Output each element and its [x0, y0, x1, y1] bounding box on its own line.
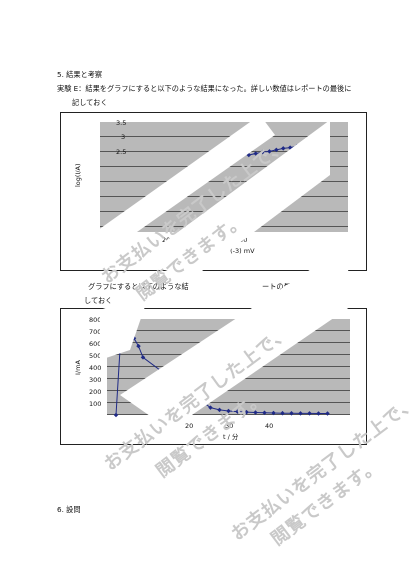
section-6-heading: 6. 設問 [57, 505, 81, 514]
chart-2-x-tick: 30 [225, 422, 234, 430]
data-point [316, 411, 321, 416]
data-point [235, 409, 240, 414]
chart-2-y-tick: 500 [89, 352, 102, 360]
data-point [136, 343, 141, 349]
chart-2-x-axis-label: t / 分 [223, 433, 239, 441]
section-5-heading: 5. 結果と考察 [57, 70, 103, 79]
data-point [289, 411, 294, 416]
data-point [271, 410, 276, 416]
fragment-line-1a: グラフにすると以下のような結 [88, 282, 189, 291]
data-point [226, 408, 231, 414]
chart-2-y-tick: 200 [89, 388, 102, 396]
data-point [280, 146, 286, 151]
data-point [140, 355, 146, 360]
data-point [244, 409, 249, 415]
chart-1-y-tick: 2.5 [116, 148, 127, 156]
chart-2-y-tick: 100 [89, 400, 102, 408]
chart-1-x-axis-label: E / 10^(-3) mV [206, 247, 255, 255]
data-point [280, 410, 285, 416]
data-point [217, 407, 222, 413]
data-point [267, 149, 272, 154]
chart-2-x-tick: 20 [185, 422, 194, 430]
data-point [298, 411, 303, 416]
data-point [253, 410, 258, 415]
chart-2-y-tick: 300 [89, 376, 102, 384]
data-point [307, 411, 312, 416]
data-point [208, 405, 213, 410]
chart-2-y-tick: 700 [89, 328, 102, 336]
data-point [262, 410, 267, 416]
fragment-line-2: しておく [84, 296, 113, 305]
chart-2-y-tick: 600 [89, 340, 102, 348]
chart-2-y-tick: 800 [89, 316, 102, 324]
fragment-line-1b: ートの最後に [262, 282, 306, 291]
chart-2-y-tick: 400 [89, 364, 102, 372]
chart-1-y-tick: 3 [121, 133, 126, 141]
data-point [325, 411, 330, 416]
paragraph-line-1: 実験 E：結果をグラフにすると以下のような結果になった。詳しい数値はレポートの最… [57, 84, 352, 93]
chart-1-y-tick: 3.5 [116, 119, 127, 127]
chart-2-x-tick: 40 [265, 422, 274, 430]
paragraph-line-2: 記しておく [72, 98, 108, 107]
